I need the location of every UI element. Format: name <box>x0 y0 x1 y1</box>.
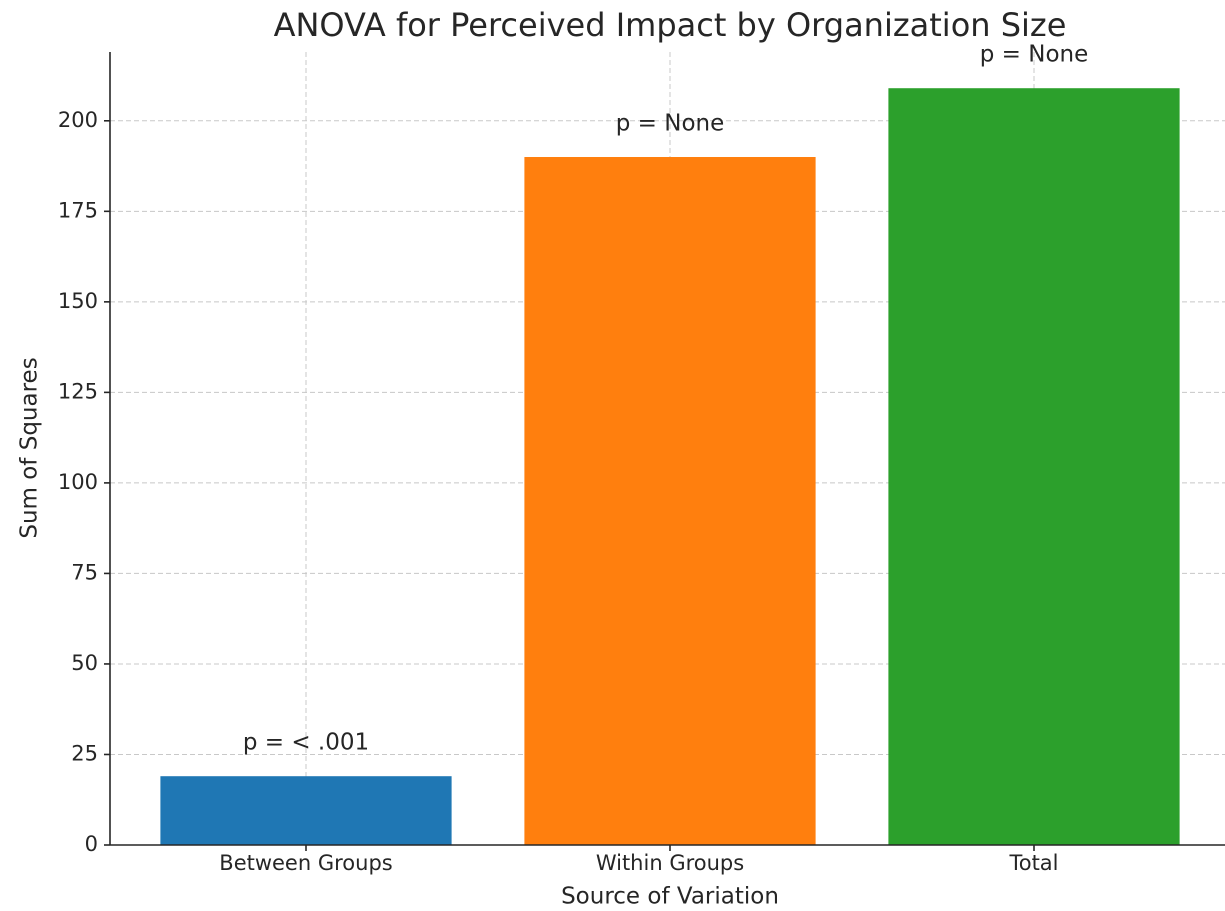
y-axis-label: Sum of Squares <box>17 357 43 538</box>
y-tick-label: 150 <box>58 289 98 313</box>
chart-title: ANOVA for Perceived Impact by Organizati… <box>274 6 1067 44</box>
bar-annotation: p = None <box>616 111 725 137</box>
y-tick-label: 125 <box>58 379 98 403</box>
y-tick-label: 75 <box>71 560 98 584</box>
x-tick-label: Between Groups <box>219 851 392 875</box>
y-tick-label: 0 <box>85 832 98 856</box>
bar <box>888 88 1180 846</box>
y-tick-label: 25 <box>71 741 98 765</box>
x-axis-label: Source of Variation <box>561 884 779 910</box>
bar <box>524 157 816 845</box>
y-tick-label: 50 <box>71 651 98 675</box>
y-tick-label: 200 <box>58 108 98 132</box>
bar-annotation: p = < .001 <box>243 730 369 756</box>
bar-annotation: p = None <box>980 42 1089 68</box>
x-tick-label: Within Groups <box>596 851 744 875</box>
y-tick-label: 100 <box>58 470 98 494</box>
bar <box>160 776 452 845</box>
y-tick-label: 175 <box>58 198 98 222</box>
x-tick-label: Total <box>1008 851 1058 875</box>
